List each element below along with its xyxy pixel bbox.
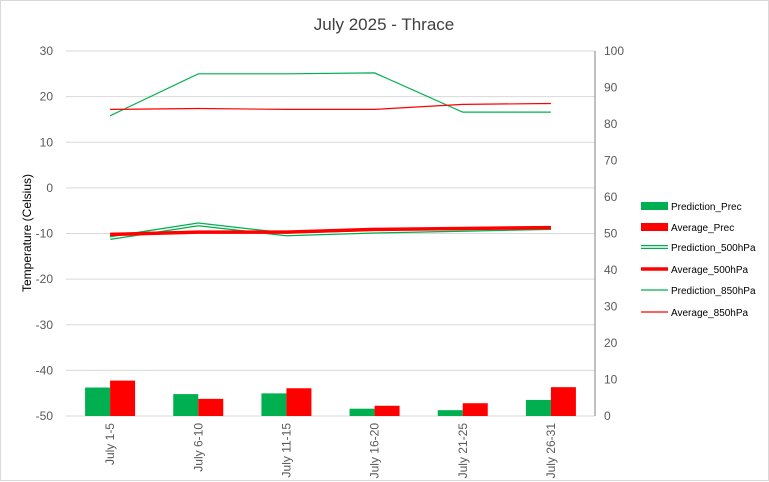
line-average-850hpa bbox=[110, 102, 551, 111]
legend-prediction-850hpa-label: Prediction_850hPa bbox=[671, 286, 756, 297]
bar-average-prec bbox=[550, 387, 576, 416]
bar-prediction-prec bbox=[261, 393, 287, 416]
y-tick-label: -10 bbox=[36, 227, 54, 241]
y-right-tick-label: 40 bbox=[604, 263, 618, 277]
bar-prediction-prec bbox=[525, 399, 551, 416]
legend-prediction-prec-swatch bbox=[641, 202, 668, 210]
y-tick-label: 0 bbox=[46, 181, 53, 195]
y-tick-label: 30 bbox=[40, 44, 54, 58]
y-tick-label: -40 bbox=[36, 363, 54, 377]
bar-average-prec bbox=[110, 380, 136, 416]
legend-average-500hpa-label: Average_500hPa bbox=[671, 265, 749, 276]
legend-average-850hpa-label: Average_850hPa bbox=[671, 308, 749, 319]
legend-average-prec-swatch bbox=[641, 223, 668, 231]
y-right-tick-label: 100 bbox=[604, 44, 624, 58]
bar-average-prec bbox=[198, 398, 224, 416]
y-right-tick-label: 0 bbox=[604, 409, 611, 423]
y-tick-label: -50 bbox=[36, 409, 54, 423]
y-tick-label: 20 bbox=[40, 90, 54, 104]
bar-prediction-prec bbox=[349, 408, 375, 416]
y-right-tick-label: 30 bbox=[604, 300, 618, 314]
bar-prediction-prec bbox=[85, 387, 111, 416]
y-right-tick-label: 50 bbox=[604, 227, 618, 241]
y-axis-label: Temperature (Celsius) bbox=[20, 174, 34, 292]
x-tick-label: July 16-20 bbox=[368, 423, 382, 479]
line-average-500hpa bbox=[110, 225, 551, 237]
bar-prediction-prec bbox=[173, 394, 199, 416]
x-tick-label: July 11-15 bbox=[279, 423, 293, 478]
bar-average-prec bbox=[286, 388, 312, 416]
bar-average-prec bbox=[374, 405, 400, 416]
line-prediction-850hpa bbox=[109, 72, 551, 117]
bars bbox=[85, 380, 576, 416]
x-tick-label: July 1-5 bbox=[103, 423, 117, 465]
y-right-tick-label: 80 bbox=[604, 117, 618, 131]
y-right-tick-label: 90 bbox=[604, 81, 618, 95]
lines bbox=[109, 72, 551, 241]
y-right-tick-label: 10 bbox=[604, 373, 618, 387]
legend-prediction-500hpa-label: Prediction_500hPa bbox=[671, 243, 756, 254]
x-tick-label: July 6-10 bbox=[191, 423, 205, 472]
y-right-tick-label: 60 bbox=[604, 190, 618, 204]
legend-prediction-prec-label: Prediction_Prec bbox=[671, 202, 742, 213]
bar-prediction-prec bbox=[437, 410, 463, 416]
tick-labels: 3020100-10-20-30-40-50100908070605040302… bbox=[36, 44, 625, 478]
y-tick-label: 10 bbox=[40, 135, 54, 149]
y-tick-label: -20 bbox=[36, 272, 54, 286]
legend-average-prec-label: Average_Prec bbox=[671, 223, 734, 234]
legend: Prediction_Prec Average_Prec Prediction_50… bbox=[641, 202, 756, 319]
y-right-tick-label: 70 bbox=[604, 154, 618, 168]
chart-title: July 2025 - Thrace bbox=[314, 15, 454, 34]
x-tick-label: July 21-25 bbox=[456, 423, 470, 479]
y-tick-label: -30 bbox=[36, 318, 54, 332]
bar-average-prec bbox=[462, 403, 488, 416]
x-tick-label: July 26-31 bbox=[544, 423, 558, 479]
y-right-tick-label: 20 bbox=[604, 336, 618, 350]
